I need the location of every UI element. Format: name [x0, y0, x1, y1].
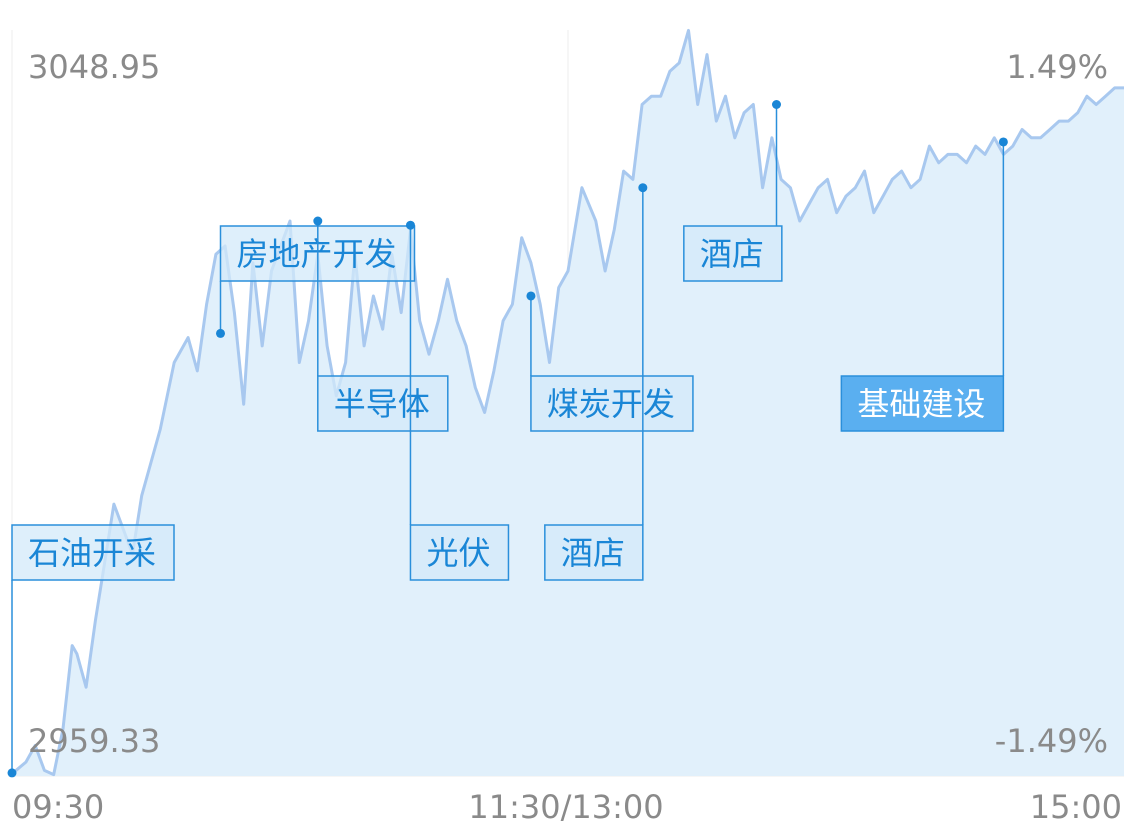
- x-tick-label-midday: 11:30/13:00: [468, 788, 663, 826]
- annotation-box[interactable]: [409, 524, 510, 581]
- annotation-box[interactable]: [11, 524, 175, 581]
- annotation-6[interactable]: 酒店: [683, 100, 783, 282]
- y-right-max-label: 1.49%: [1006, 48, 1108, 86]
- price-line: [11, 28, 1124, 777]
- annotation-box[interactable]: [530, 375, 694, 432]
- annotation-label: 基础建设: [857, 385, 985, 423]
- annotation-label: 酒店: [561, 534, 625, 572]
- annotation-label: 煤炭开发: [547, 385, 675, 423]
- annotation-point: [216, 328, 225, 338]
- x-tick-label-open: 09:30: [12, 788, 104, 826]
- annotation-point: [526, 291, 536, 301]
- annotation-box[interactable]: [317, 375, 449, 432]
- annotation-2[interactable]: 半导体: [313, 216, 449, 432]
- annotation-3[interactable]: 光伏: [405, 220, 510, 581]
- annotation-point: [998, 137, 1008, 147]
- annotation-label: 光伏: [426, 534, 490, 572]
- annotation-point: [313, 216, 323, 226]
- annotation-label: 石油开采: [28, 534, 156, 572]
- annotation-7[interactable]: 基础建设: [840, 137, 1008, 432]
- annotation-point: [7, 768, 17, 778]
- y-right-min-label: -1.49%: [995, 722, 1108, 760]
- annotation-0[interactable]: 石油开采: [7, 524, 175, 778]
- annotation-label: 半导体: [334, 385, 430, 423]
- annotation-box[interactable]: [840, 375, 1005, 432]
- y-left-max-label: 3048.95: [28, 48, 160, 86]
- annotation-box[interactable]: [683, 225, 783, 282]
- annotation-5[interactable]: 酒店: [544, 183, 648, 581]
- annotation-point: [772, 100, 781, 110]
- annotation-point: [638, 183, 648, 193]
- y-left-min-label: 2959.33: [28, 722, 160, 760]
- annotation-point: [405, 220, 415, 230]
- x-tick-label-close: 15:00: [1030, 788, 1122, 826]
- annotation-4[interactable]: 煤炭开发: [526, 291, 694, 432]
- annotation-box[interactable]: [544, 524, 644, 581]
- annotation-label: 房地产开发: [237, 235, 397, 273]
- annotation-label: 酒店: [700, 235, 764, 273]
